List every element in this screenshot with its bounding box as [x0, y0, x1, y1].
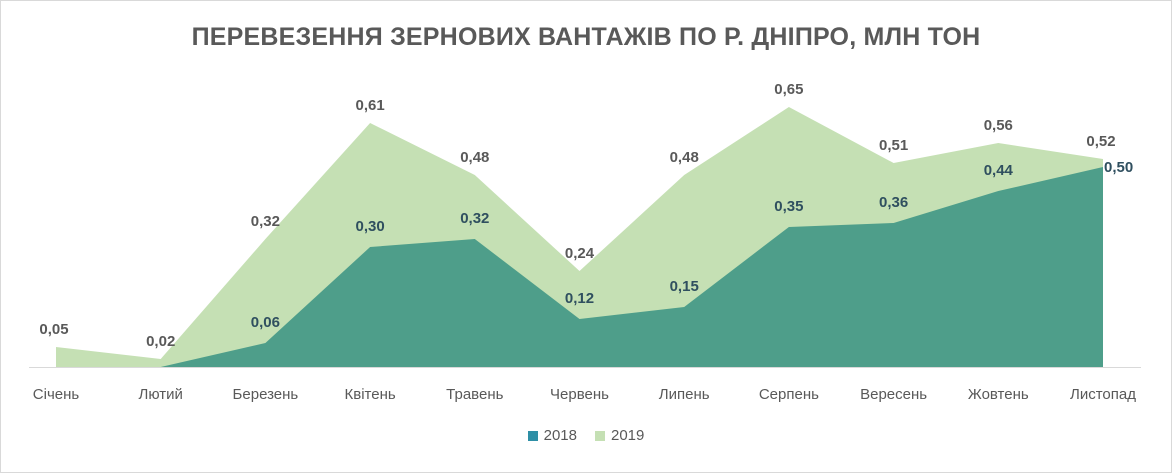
data-label-2019: 0,02: [146, 333, 175, 350]
legend-label-2018: 2018: [543, 427, 577, 444]
area-2018: [160, 167, 1103, 367]
x-tick-label: Травень: [446, 386, 503, 403]
data-label-2019: 0,65: [774, 81, 803, 98]
data-label-2019: 0,48: [460, 149, 489, 166]
x-tick-label: Вересень: [860, 386, 927, 403]
legend-item-2018: 2018: [527, 427, 577, 444]
chart-title: ПЕРЕВЕЗЕННЯ ЗЕРНОВИХ ВАНТАЖІВ ПО Р. ДНІП…: [191, 23, 981, 51]
x-tick-label: Червень: [550, 386, 609, 403]
data-label-2019: 0,32: [251, 213, 280, 230]
legend-swatch-2018: [527, 430, 538, 441]
data-label-2018: 0,30: [355, 218, 384, 235]
x-tick-label: Січень: [33, 386, 80, 403]
x-tick-label: Лютий: [138, 386, 182, 403]
data-label-2018: 0,50: [1104, 159, 1133, 176]
data-label-2018: 0,12: [565, 290, 594, 307]
data-label-2018: 0,35: [774, 198, 803, 215]
x-tick-label: Липень: [659, 386, 710, 403]
x-tick-label: Листопад: [1070, 386, 1136, 403]
data-label-2019: 0,05: [39, 321, 68, 338]
x-tick-label: Жовтень: [968, 386, 1029, 403]
data-label-2019: 0,61: [355, 97, 384, 114]
data-label-2019: 0,52: [1086, 133, 1115, 150]
data-label-2019: 0,51: [879, 137, 908, 154]
legend-item-2019: 2019: [595, 427, 644, 444]
legend-swatch-2019: [595, 430, 605, 441]
x-tick-label: Квітень: [345, 386, 396, 403]
chart-legend: 2018 2019: [1, 427, 1171, 444]
data-label-2018: 0,44: [984, 162, 1014, 179]
data-label-2018: 0,32: [460, 210, 489, 227]
data-label-2019: 0,56: [984, 117, 1013, 134]
data-label-2018: 0,36: [879, 194, 908, 211]
legend-label-2019: 2019: [611, 427, 645, 444]
data-label-2019: 0,48: [670, 149, 699, 166]
x-tick-label: Серпень: [759, 386, 819, 403]
data-label-2019: 0,24: [565, 245, 595, 262]
data-label-2018: 0,06: [251, 314, 280, 331]
data-label-2018: 0,15: [670, 278, 699, 295]
x-tick-label: Березень: [233, 386, 299, 403]
